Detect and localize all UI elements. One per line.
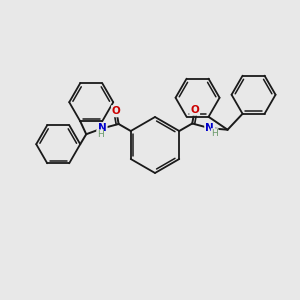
- Text: O: O: [112, 106, 121, 116]
- Text: N: N: [98, 123, 106, 134]
- Text: N: N: [205, 123, 214, 133]
- Text: O: O: [190, 105, 199, 115]
- Text: H: H: [211, 129, 218, 138]
- Text: H: H: [97, 130, 104, 139]
